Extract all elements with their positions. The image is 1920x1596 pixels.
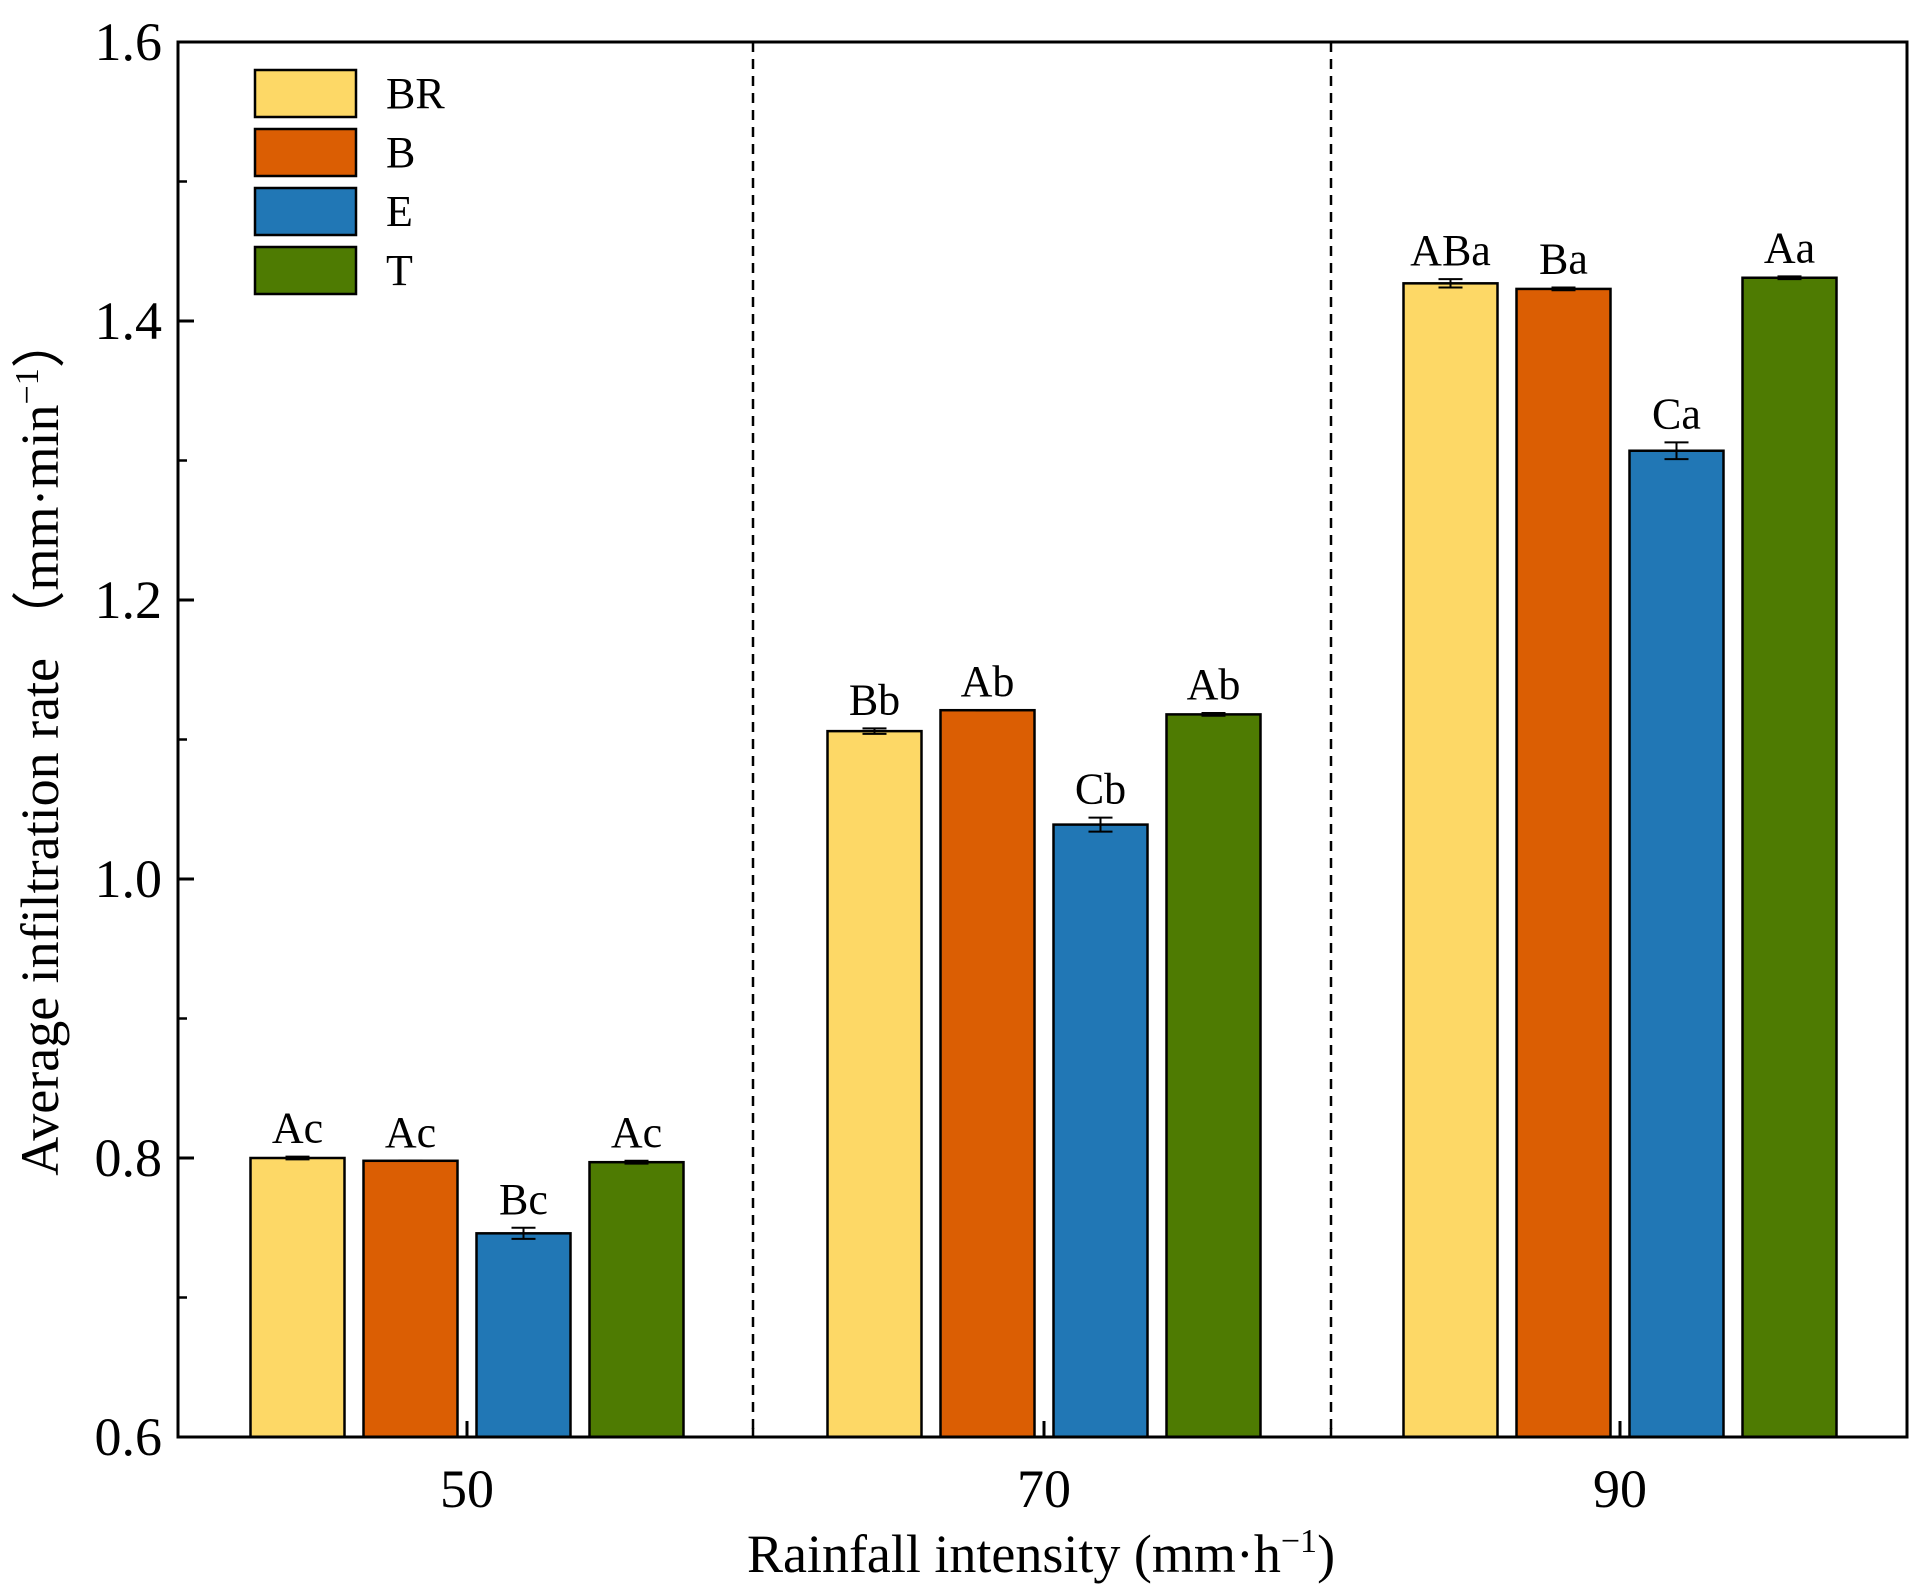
- bar-T-50: [588, 1160, 685, 1439]
- legend-label-B: B: [386, 128, 415, 177]
- y-tick-label: 1.6: [95, 12, 163, 72]
- significance-label: Ab: [1187, 660, 1241, 709]
- significance-label: Bc: [499, 1175, 548, 1224]
- x-tick-label: 50: [440, 1459, 494, 1519]
- y-tick-label: 0.6: [95, 1407, 163, 1467]
- y-tick-label: 0.8: [95, 1128, 163, 1188]
- significance-label: Ac: [272, 1104, 323, 1153]
- y-tick-label: 1.0: [95, 849, 163, 909]
- significance-label: ABa: [1410, 226, 1491, 275]
- bar-T-70: [1165, 713, 1262, 1439]
- legend-swatch-T: [253, 245, 358, 296]
- bar-T-90: [1741, 276, 1838, 1439]
- x-tick-label: 70: [1017, 1459, 1071, 1519]
- y-axis: 0.6 0.8 1.0 1.2 1.4 1.6: [95, 12, 194, 1467]
- legend-swatch-E: [253, 186, 358, 237]
- legend: BR BET: [253, 68, 445, 296]
- significance-label: Aa: [1764, 223, 1815, 272]
- x-axis: 50 70 90: [440, 1421, 1647, 1519]
- significance-label: Cb: [1075, 765, 1126, 814]
- x-axis-title-sup: −1: [1281, 1523, 1317, 1560]
- bars: Ac Bb ABa Ac Ab Ba Bc Cb Ca Ac Ab Aa: [249, 223, 1838, 1439]
- y-axis-title-end: ）: [10, 314, 70, 368]
- y-axis-title-sup: −1: [9, 368, 46, 404]
- legend-swatch-BR: [253, 68, 358, 119]
- bar-BR-90: [1402, 282, 1499, 1439]
- bar-B-70: [939, 708, 1036, 1439]
- x-tick-label: 90: [1593, 1459, 1647, 1519]
- y-tick-label: 1.4: [95, 291, 163, 351]
- significance-label: Bb: [849, 675, 900, 724]
- group-separators: [751, 42, 1333, 1437]
- plot-frame: [176, 40, 1909, 1439]
- bar-BR-50: [249, 1156, 346, 1439]
- legend-label-BR: BR: [386, 69, 445, 118]
- significance-label: Ca: [1652, 389, 1701, 438]
- x-axis-title: Rainfall intensity (mm·h−1): [747, 1523, 1335, 1584]
- y-tick-label: 1.2: [95, 570, 163, 630]
- bar-E-70: [1052, 823, 1149, 1439]
- significance-label: Ab: [961, 657, 1015, 706]
- bar-E-90: [1628, 449, 1725, 1439]
- bar-E-50: [475, 1232, 572, 1439]
- y-axis-title-main: Average infiltration rate （mm·min: [10, 404, 70, 1175]
- x-axis-title-end: ): [1317, 1524, 1335, 1584]
- legend-label-E: E: [386, 187, 413, 236]
- legend-label-T: T: [386, 246, 413, 295]
- significance-label: Ac: [611, 1108, 662, 1157]
- bar-B-90: [1515, 287, 1612, 1439]
- significance-label: Ba: [1539, 235, 1588, 284]
- bar-B-50: [362, 1159, 459, 1439]
- bar-BR-70: [826, 729, 923, 1439]
- y-axis-title: Average infiltration rate （mm·min−1）: [9, 314, 70, 1175]
- legend-swatch-B: [253, 127, 358, 178]
- significance-label: Ac: [385, 1108, 436, 1157]
- x-axis-title-main: Rainfall intensity (mm·h: [747, 1524, 1281, 1584]
